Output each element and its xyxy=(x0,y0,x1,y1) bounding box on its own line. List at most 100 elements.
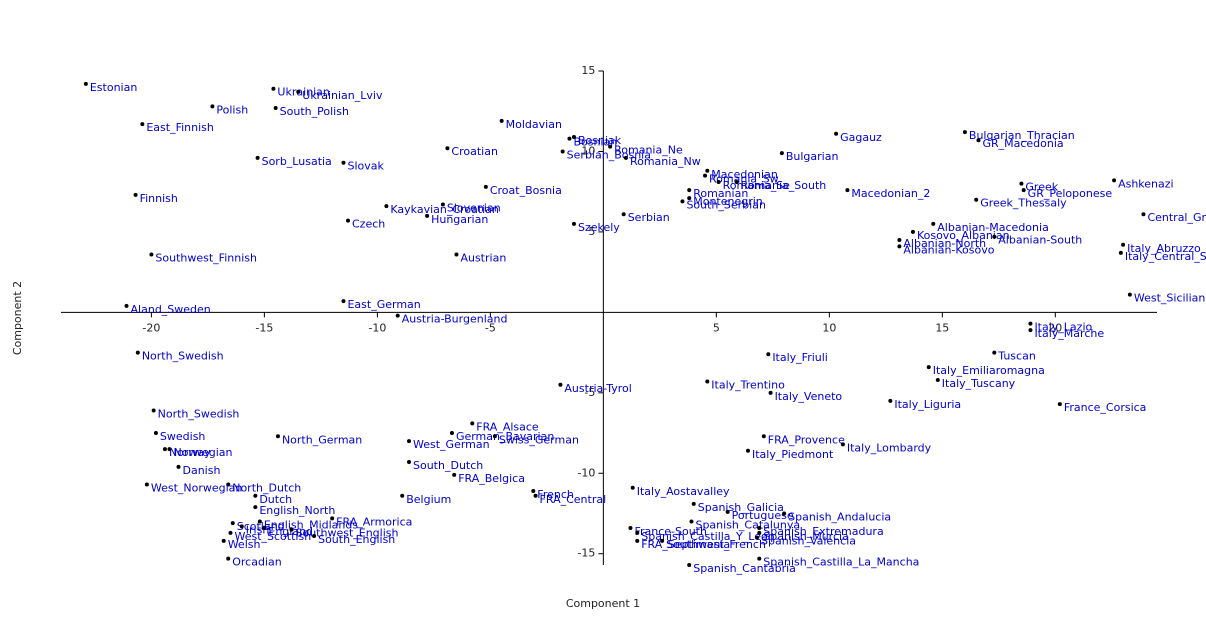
point xyxy=(725,509,730,514)
point-label: GR_Macedonia xyxy=(982,137,1063,150)
point-label: North_German xyxy=(282,433,362,446)
point-label: Croatian xyxy=(451,145,498,158)
point xyxy=(558,382,563,387)
point xyxy=(1028,321,1033,326)
point-label: West_Norwegian xyxy=(151,482,243,495)
point xyxy=(273,106,278,111)
point xyxy=(703,173,708,178)
point-label: Albanian-South xyxy=(998,234,1082,247)
point xyxy=(533,493,538,498)
point xyxy=(623,155,628,160)
point xyxy=(897,237,902,242)
tick-label: -20 xyxy=(142,321,160,334)
point-label: Ukrainian xyxy=(277,86,330,99)
point xyxy=(470,421,475,426)
point-label: Albanian-Macedonia xyxy=(937,221,1049,234)
y-axis-title: Component 2 xyxy=(11,281,24,355)
point-label: Austria-Burgenland xyxy=(402,313,508,326)
point xyxy=(395,313,400,318)
point-label: Romania_Ne xyxy=(614,144,683,157)
point xyxy=(425,213,430,218)
point-label: Spanish_Extremadura xyxy=(763,525,883,538)
point-label: FRA_Septimania xyxy=(641,538,730,551)
point xyxy=(755,535,760,540)
point-label: Czech xyxy=(352,218,385,231)
point xyxy=(124,303,129,308)
point xyxy=(445,146,450,151)
point xyxy=(757,525,762,530)
point-label: Italy_Veneto xyxy=(775,390,843,403)
point xyxy=(680,199,685,204)
point xyxy=(845,188,850,193)
point xyxy=(757,556,762,561)
point-label: English_North xyxy=(259,504,335,517)
point xyxy=(992,350,997,355)
point-label: Romania_Sw xyxy=(709,173,779,186)
point xyxy=(974,197,979,202)
point xyxy=(83,81,88,86)
point-label: Scotland xyxy=(237,520,285,533)
point-label: Spanish_Murcia xyxy=(763,530,849,543)
point-label: Italy_Lazio xyxy=(1034,321,1092,334)
point-label: Spanish_Castilla_La_Mancha xyxy=(763,556,919,569)
point xyxy=(226,556,231,561)
point xyxy=(289,527,294,532)
point-label: FRA_Alsace xyxy=(476,420,539,433)
point xyxy=(962,130,967,135)
point-label: Romania_Se xyxy=(723,179,791,192)
point xyxy=(312,534,317,539)
point-label: North_Dutch xyxy=(232,482,301,495)
point-label: Austria-Tyrol xyxy=(564,382,631,395)
point xyxy=(621,212,626,217)
point-label: France_Corsica xyxy=(1064,401,1147,414)
point-label: Hungarian xyxy=(431,213,488,226)
point-label: Italy_Marche xyxy=(1034,327,1104,340)
point xyxy=(262,525,267,530)
point-label: Italy_Liguria xyxy=(894,398,961,411)
point-label: Central_Greek xyxy=(1147,211,1206,224)
point xyxy=(296,89,301,94)
point xyxy=(687,188,692,193)
point-label: Greek xyxy=(1025,181,1058,194)
point-label: Spanish_Catalunya xyxy=(695,519,800,532)
point-label: Finnish xyxy=(140,192,178,205)
point xyxy=(449,431,454,436)
point-label: Aland_Sweden xyxy=(131,303,211,316)
point-label: Norwegian xyxy=(173,446,232,459)
tick-label: -5 xyxy=(485,321,496,334)
point xyxy=(910,229,915,234)
point xyxy=(330,516,335,521)
point xyxy=(341,160,346,165)
point-label: Spanish_Galicia xyxy=(698,501,784,514)
point-label: Kosovo_Albanian xyxy=(917,229,1010,242)
point-label: Dutch xyxy=(259,493,292,506)
point xyxy=(226,482,231,487)
point xyxy=(560,149,565,154)
tick-label: -15 xyxy=(577,547,595,560)
point-label: FRA_Central xyxy=(540,493,607,506)
point-label: West_German xyxy=(413,438,490,451)
tick-label: 5 xyxy=(713,321,720,334)
point-label: West_Sicilian xyxy=(1134,292,1206,305)
tick-label: 5 xyxy=(588,225,595,238)
point xyxy=(779,151,784,156)
point xyxy=(628,525,633,530)
point-label: Greek_Thessaly xyxy=(980,197,1067,210)
point-label: Portuguese xyxy=(732,509,794,522)
point-label: Montenegrin xyxy=(693,195,763,208)
point xyxy=(705,168,710,173)
point xyxy=(151,408,156,413)
point-label: Italy_Central_Sicily xyxy=(1125,250,1206,263)
point-label: Norway xyxy=(169,446,211,459)
point xyxy=(608,144,613,149)
point-label: Polish xyxy=(216,103,248,116)
point-label: Tuscan xyxy=(997,350,1036,363)
point xyxy=(635,538,640,543)
tick-label: -10 xyxy=(368,321,386,334)
point xyxy=(689,519,694,524)
point-label: Kaykavian_Croatian xyxy=(390,203,499,216)
point xyxy=(221,538,226,543)
point-label: Bosnian xyxy=(573,136,617,149)
point xyxy=(1019,181,1024,186)
point xyxy=(210,104,215,109)
